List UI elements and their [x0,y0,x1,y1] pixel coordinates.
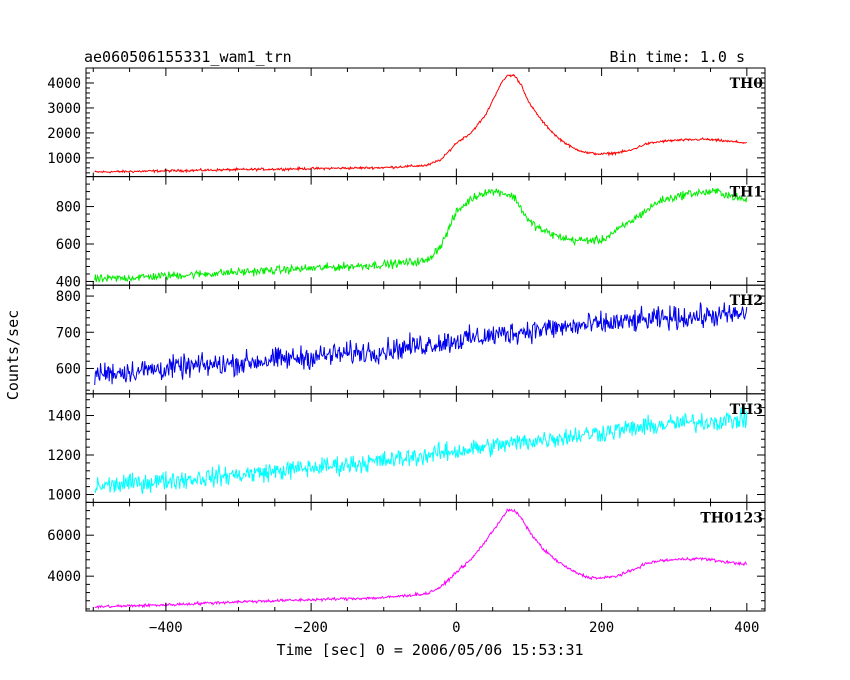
panel-label-th0: TH0 [730,76,764,92]
x-tick-label: −400 [149,620,183,636]
series-line-th2 [94,302,748,386]
panel-label-th1: TH1 [730,185,763,201]
y-tick-label: 2000 [47,126,81,142]
y-tick-label: 1000 [47,488,81,504]
x-tick-label: 400 [734,620,759,636]
y-tick-label: 1400 [47,409,81,425]
panel-frame-th2 [85,284,766,395]
x-tick-label: −200 [294,620,328,636]
y-tick-label: 4000 [47,569,81,585]
x-axis-label: Time [sec] 0 = 2006/05/06 15:53:31 [276,641,583,659]
series-line-th0123 [94,508,748,610]
series-line-th0 [94,73,747,174]
y-tick-label: 4000 [47,76,81,92]
series-line-th3 [94,407,748,495]
y-tick-label: 6000 [47,528,81,544]
y-tick-label: 800 [56,289,81,305]
y-tick-label: 3000 [47,101,81,117]
panel-frame-th0 [85,67,766,178]
bin-time-label: Bin time: 1.0 s [610,48,745,66]
y-tick-label: 1000 [47,151,81,167]
y-tick-label: 400 [56,274,81,290]
panel-frame-th0123 [85,501,766,612]
y-tick-label: 600 [56,237,81,253]
panel-label-th2: TH2 [730,293,763,309]
x-tick-label: 200 [589,620,614,636]
panel-frame-th3 [85,393,766,503]
y-tick-label: 800 [56,200,81,216]
y-axis-label: Counts/sec [4,310,22,400]
panel-label-th0123: TH0123 [700,510,763,526]
y-tick-label: 1200 [47,448,81,464]
y-tick-label: 700 [56,325,81,341]
y-tick-label: 600 [56,361,81,377]
series-line-th1 [94,187,748,284]
chart-title: ae060506155331_wam1_trn [84,48,292,66]
panel-frame-th1 [85,176,766,286]
panel-label-th3: TH3 [730,402,763,418]
x-tick-label: 0 [452,620,460,636]
